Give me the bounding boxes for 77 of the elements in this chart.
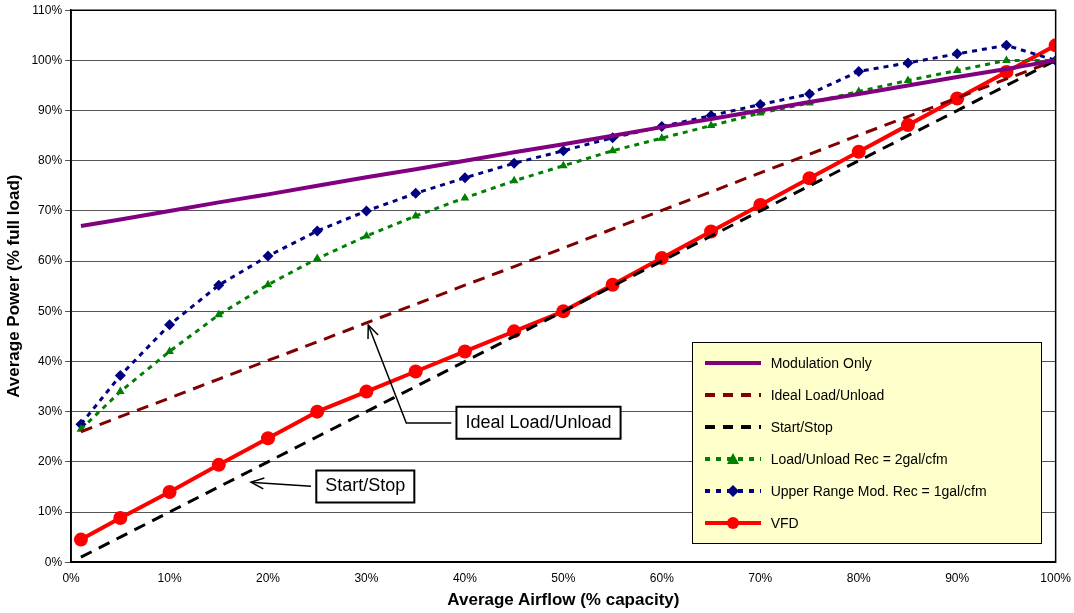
y-tick-label: 80% bbox=[38, 153, 63, 168]
x-axis-title: Average Airflow (% capacity) bbox=[447, 590, 680, 610]
point bbox=[657, 133, 667, 141]
point bbox=[261, 431, 275, 446]
point bbox=[114, 370, 126, 382]
point bbox=[1000, 39, 1012, 51]
legend-label: Upper Range Mod. Rec = 1gal/cfm bbox=[770, 483, 987, 500]
y-tick-label: 0% bbox=[44, 554, 63, 569]
point bbox=[213, 279, 225, 291]
point bbox=[162, 484, 177, 499]
point bbox=[311, 225, 323, 237]
point bbox=[263, 279, 273, 288]
y-tick-label: 100% bbox=[31, 52, 63, 67]
point bbox=[211, 457, 226, 472]
point bbox=[509, 175, 519, 184]
point bbox=[73, 532, 88, 547]
x-tick-label: 50% bbox=[551, 570, 576, 585]
x-tick-label: 100% bbox=[1040, 570, 1072, 585]
point bbox=[411, 210, 421, 219]
point bbox=[165, 346, 174, 354]
x-tick-label: 30% bbox=[354, 570, 379, 585]
point bbox=[164, 319, 176, 331]
legend-label: Modulation Only bbox=[770, 355, 872, 372]
point bbox=[312, 253, 322, 262]
point bbox=[115, 386, 125, 395]
y-tick-label: 10% bbox=[38, 504, 63, 519]
x-tick-label: 60% bbox=[649, 570, 675, 585]
point bbox=[706, 120, 716, 129]
legend-label: Load/Unload Rec = 2gal/cfm bbox=[770, 451, 948, 468]
point bbox=[262, 250, 274, 262]
point bbox=[459, 172, 471, 184]
point bbox=[557, 145, 569, 157]
y-tick-label: 90% bbox=[38, 102, 63, 117]
legend-label: Ideal Load/Unload bbox=[770, 387, 885, 404]
point bbox=[457, 344, 472, 359]
y-tick-label: 110% bbox=[32, 2, 63, 17]
point bbox=[214, 309, 224, 318]
point bbox=[608, 145, 617, 154]
point bbox=[362, 231, 371, 239]
x-tick-label: 90% bbox=[945, 570, 970, 585]
point bbox=[804, 88, 816, 100]
x-tick-label: 0% bbox=[62, 570, 81, 585]
point bbox=[952, 65, 962, 73]
point bbox=[951, 48, 963, 60]
x-tick-label: 70% bbox=[748, 570, 773, 585]
y-tick-label: 30% bbox=[38, 403, 63, 418]
point bbox=[654, 251, 669, 266]
x-tick-label: 10% bbox=[157, 570, 182, 585]
x-tick-label: 80% bbox=[846, 570, 872, 585]
point bbox=[900, 118, 915, 133]
y-tick-label: 20% bbox=[38, 454, 63, 469]
point bbox=[310, 404, 325, 419]
point bbox=[460, 192, 470, 201]
x-tick-label: 20% bbox=[255, 570, 281, 585]
point bbox=[851, 144, 866, 159]
point bbox=[360, 205, 372, 217]
point bbox=[508, 157, 520, 169]
point bbox=[410, 187, 422, 199]
point bbox=[1002, 55, 1011, 63]
point bbox=[408, 364, 423, 379]
y-tick-label: 50% bbox=[38, 303, 63, 318]
y-axis-title: Average Power (% full load) bbox=[3, 174, 23, 398]
point bbox=[113, 511, 128, 526]
y-tick-label: 40% bbox=[38, 353, 63, 368]
annotation: Start/Stop bbox=[325, 475, 406, 496]
point bbox=[902, 57, 914, 69]
y-tick-label: 70% bbox=[38, 203, 63, 218]
legend-label: Start/Stop bbox=[770, 419, 833, 436]
y-tick-label: 60% bbox=[38, 253, 63, 268]
point bbox=[359, 384, 374, 399]
point bbox=[559, 160, 568, 169]
point bbox=[903, 75, 913, 83]
annotation: Ideal Load/Unload bbox=[465, 411, 612, 432]
point bbox=[802, 171, 817, 186]
x-tick-label: 40% bbox=[452, 570, 478, 585]
point bbox=[853, 65, 865, 77]
legend-label: VFD bbox=[770, 515, 799, 532]
